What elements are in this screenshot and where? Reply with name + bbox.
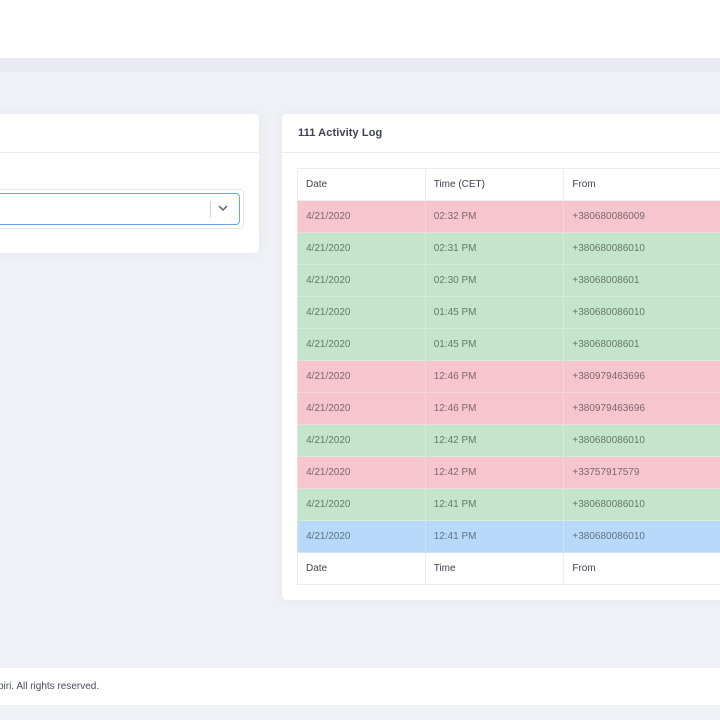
chevron-down-icon[interactable] bbox=[217, 202, 229, 214]
cell-date: 4/21/2020 bbox=[297, 360, 426, 393]
column-header-time[interactable]: Time (CET) bbox=[424, 168, 565, 201]
cell-date: 4/21/2020 bbox=[297, 520, 426, 553]
copyright-text: piri. All rights reserved. bbox=[0, 681, 100, 692]
table-row: 4/21/2020 12:41 PM +380680086010 bbox=[297, 488, 720, 521]
cell-time: 12:42 PM bbox=[424, 456, 565, 489]
table-row: 4/21/2020 12:46 PM +380979463696 bbox=[297, 360, 720, 393]
cell-from: +380680086010 bbox=[563, 296, 720, 329]
table-row: 4/21/2020 12:41 PM +380680086010 bbox=[297, 520, 720, 553]
table-row: 4/21/2020 02:32 PM +380680086009 bbox=[297, 200, 720, 233]
footer-header-date: Date bbox=[297, 552, 426, 585]
column-header-from[interactable]: From bbox=[563, 168, 720, 201]
cell-from: +380680086009 bbox=[563, 200, 720, 233]
activity-log-title: 111 Activity Log bbox=[298, 127, 383, 139]
footer-header-from: From bbox=[563, 552, 720, 585]
cell-from: +380979463696 bbox=[563, 360, 720, 393]
cell-from: +380680086010 bbox=[563, 488, 720, 521]
cell-from: +380979463696 bbox=[563, 392, 720, 425]
table-row: 4/21/2020 01:45 PM +380680086010 bbox=[297, 296, 720, 329]
page-footer: piri. All rights reserved. bbox=[0, 668, 720, 705]
cell-time: 12:41 PM bbox=[424, 520, 565, 553]
cell-time: 12:41 PM bbox=[424, 488, 565, 521]
column-header-date[interactable]: Date bbox=[297, 168, 426, 201]
table-row: 4/21/2020 01:45 PM +38068008601 bbox=[297, 328, 720, 361]
select-separator bbox=[210, 201, 211, 217]
cell-date: 4/21/2020 bbox=[297, 456, 426, 489]
subheader-bar bbox=[0, 58, 720, 72]
table-header-row: Date Time (CET) From bbox=[297, 168, 720, 201]
activity-log-header: 111 Activity Log bbox=[282, 114, 720, 153]
cell-from: +38068008601 bbox=[563, 328, 720, 361]
table-row: 4/21/2020 02:31 PM +380680086010 bbox=[297, 232, 720, 265]
cell-date: 4/21/2020 bbox=[297, 200, 426, 233]
cell-time: 02:32 PM bbox=[424, 200, 565, 233]
filter-card bbox=[0, 114, 259, 253]
cell-time: 01:45 PM bbox=[424, 296, 565, 329]
cell-date: 4/21/2020 bbox=[297, 392, 426, 425]
filter-select-container bbox=[0, 189, 244, 229]
cell-time: 12:46 PM bbox=[424, 360, 565, 393]
cell-date: 4/21/2020 bbox=[297, 264, 426, 297]
activity-log-card: 111 Activity Log Date Time (CET) From 4/… bbox=[282, 114, 720, 600]
cell-date: 4/21/2020 bbox=[297, 296, 426, 329]
filter-card-header bbox=[0, 114, 259, 153]
cell-from: +380680086010 bbox=[563, 232, 720, 265]
cell-time: 02:30 PM bbox=[424, 264, 565, 297]
cell-date: 4/21/2020 bbox=[297, 232, 426, 265]
cell-from: +38068008601 bbox=[563, 264, 720, 297]
cell-time: 12:46 PM bbox=[424, 392, 565, 425]
cell-from: +380680086010 bbox=[563, 520, 720, 553]
table-row: 4/21/2020 12:42 PM +380680086010 bbox=[297, 424, 720, 457]
cell-date: 4/21/2020 bbox=[297, 488, 426, 521]
footer-header-time: Time bbox=[424, 552, 565, 585]
cell-time: 02:31 PM bbox=[424, 232, 565, 265]
filter-select[interactable] bbox=[0, 193, 240, 225]
cell-time: 01:45 PM bbox=[424, 328, 565, 361]
activity-log-table: Date Time (CET) From 4/21/2020 02:32 PM +3… bbox=[297, 168, 720, 585]
cell-from: +380680086010 bbox=[563, 424, 720, 457]
table-footer-row: Date Time From bbox=[297, 552, 720, 585]
cell-from: +33757917579 bbox=[563, 456, 720, 489]
table-row: 4/21/2020 12:42 PM +33757917579 bbox=[297, 456, 720, 489]
table-row: 4/21/2020 12:46 PM +380979463696 bbox=[297, 392, 720, 425]
activity-log-body: 4/21/2020 02:32 PM +380680086009 4/21/2020 0… bbox=[297, 200, 720, 553]
cell-time: 12:42 PM bbox=[424, 424, 565, 457]
cell-date: 4/21/2020 bbox=[297, 424, 426, 457]
top-header-bar bbox=[0, 0, 720, 58]
cell-date: 4/21/2020 bbox=[297, 328, 426, 361]
table-row: 4/21/2020 02:30 PM +38068008601 bbox=[297, 264, 720, 297]
